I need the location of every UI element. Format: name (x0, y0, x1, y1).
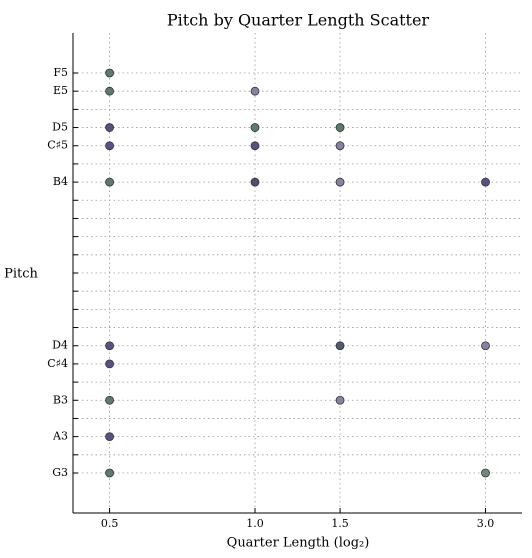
point (105, 359, 114, 369)
y-tick-label: D4 (52, 339, 68, 352)
grid: 0.5 1.0 1.5 3.0 G3 A3 B3 C♯4 D4 B4 C♯5 D5 E5 F5 (47, 33, 522, 530)
y-tick-label: B4 (53, 175, 68, 188)
x-tick-label: 1.5 (331, 517, 349, 530)
point (250, 141, 260, 151)
y-tick-label: C♯4 (47, 357, 68, 370)
point (481, 341, 490, 351)
marks (105, 68, 490, 478)
x-tick-label: 1.0 (246, 517, 264, 530)
x-axis-label: Quarter Length (log₂) (227, 536, 370, 551)
point (105, 395, 114, 405)
y-tick-label: D5 (52, 121, 68, 134)
point (250, 123, 260, 132)
point (481, 468, 490, 478)
point (105, 141, 114, 151)
y-tick-label: B3 (53, 393, 68, 406)
y-tick-label: F5 (53, 66, 68, 79)
point (250, 177, 260, 187)
point (105, 86, 114, 96)
y-tick-label: C♯5 (47, 139, 68, 152)
y-tick-label: A3 (52, 430, 68, 443)
point (105, 468, 114, 478)
point (105, 177, 114, 187)
point (250, 86, 260, 96)
point (335, 341, 345, 351)
point (335, 123, 345, 132)
point (335, 177, 345, 187)
x-tick-label: 3.0 (477, 517, 495, 530)
y-axis-label: Pitch (4, 267, 38, 282)
y-tick-label: E5 (53, 84, 68, 97)
point (335, 395, 345, 405)
point (105, 68, 114, 78)
point (105, 123, 114, 132)
point (105, 432, 114, 442)
point (105, 341, 114, 351)
y-tick-label: G3 (52, 466, 68, 479)
x-tick-label: 0.5 (101, 517, 119, 530)
point (481, 177, 490, 187)
point (335, 141, 345, 151)
chart-title: Pitch by Quarter Length Scatter (167, 11, 430, 30)
